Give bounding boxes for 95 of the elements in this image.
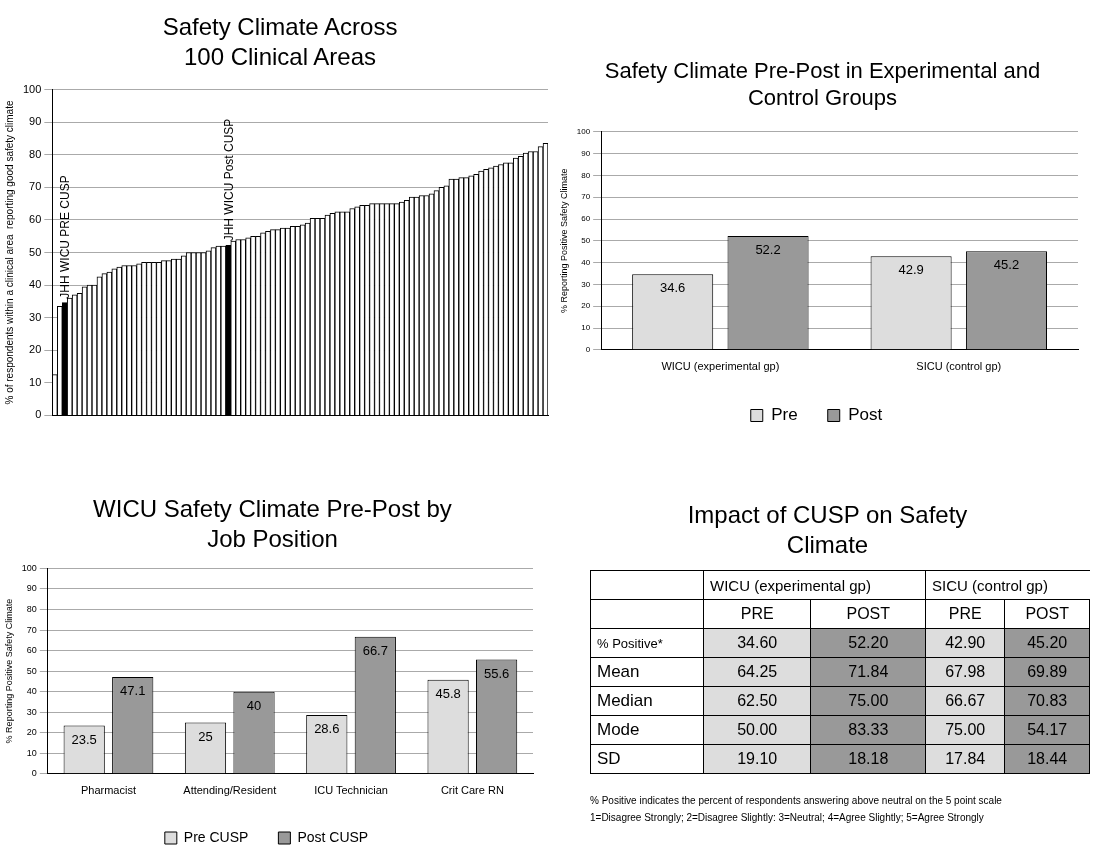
annotation: JHH WICU Post CUSP bbox=[221, 118, 236, 242]
legend-label: Pre CUSP bbox=[183, 828, 249, 845]
data-label: 83.33 bbox=[810, 715, 926, 745]
y-tick-label: 30 bbox=[29, 310, 42, 323]
y-tick-label: SD bbox=[590, 744, 704, 774]
data-label: 45.8 bbox=[435, 685, 461, 701]
data-label: 52.20 bbox=[810, 628, 926, 658]
chart-title: WICU Safety Climate Pre-Post by Job Position bbox=[92, 494, 453, 554]
data-label: 34.60 bbox=[703, 628, 811, 658]
data-label: 66.7 bbox=[362, 642, 388, 658]
data-label: 50.00 bbox=[703, 715, 811, 745]
x-tick-label: PRE bbox=[925, 599, 1005, 629]
annotation: JHH WICU PRE CUSP bbox=[58, 175, 73, 299]
x-tick-label: Attending/Resident bbox=[183, 784, 277, 797]
x-tick-label: ICU Technician bbox=[314, 784, 388, 797]
y-axis-title: % Reporting Positive Safety Climate bbox=[558, 168, 569, 314]
y-axis-title: % of respondents within a clinical area reporting good safety climate bbox=[3, 100, 15, 405]
chart-title: Impact of CUSP on Safety Climate bbox=[686, 500, 969, 560]
data-label: 42.9 bbox=[898, 262, 924, 278]
y-tick-label: 50 bbox=[26, 665, 37, 676]
data-label: 18.44 bbox=[1004, 744, 1090, 774]
data-label: 71.84 bbox=[810, 657, 926, 687]
x-tick-label: POST bbox=[1004, 599, 1090, 629]
y-tick-label: 0 bbox=[585, 345, 591, 354]
data-label: 67.98 bbox=[925, 657, 1005, 687]
y-axis-title: % Reporting Positive Safety Climate bbox=[3, 598, 14, 744]
data-label: 42.90 bbox=[925, 628, 1005, 658]
data-label: 66.67 bbox=[925, 686, 1005, 716]
data-label: 23.5 bbox=[71, 731, 97, 747]
y-tick-label: 60 bbox=[26, 645, 37, 656]
data-label: 19.10 bbox=[703, 744, 811, 774]
data-label: 54.17 bbox=[1004, 715, 1090, 745]
data-label: 25 bbox=[198, 728, 213, 744]
text: SICU (control gp) bbox=[925, 570, 1090, 600]
data-label: 62.50 bbox=[703, 686, 811, 716]
data-label: 70.83 bbox=[1004, 686, 1090, 716]
y-tick-label: 60 bbox=[29, 212, 42, 225]
legend-label: Post bbox=[848, 405, 883, 425]
x-tick-label: POST bbox=[810, 599, 926, 629]
y-tick-label: 40 bbox=[581, 257, 591, 267]
y-tick-label: 90 bbox=[581, 148, 591, 158]
x-tick-label: Pharmacist bbox=[80, 784, 136, 797]
y-tick-label: 50 bbox=[581, 236, 591, 245]
data-label: 75.00 bbox=[810, 686, 926, 716]
y-tick-label: Mean bbox=[590, 657, 704, 687]
y-tick-label: 30 bbox=[26, 706, 37, 717]
chart-title: Safety Climate Across 100 Clinical Areas bbox=[161, 12, 399, 72]
data-label: 52.2 bbox=[755, 242, 781, 258]
y-tick-label: 30 bbox=[581, 279, 591, 289]
y-tick-label: 80 bbox=[581, 170, 591, 180]
data-label: 55.6 bbox=[483, 665, 510, 681]
data-label: 75.00 bbox=[925, 715, 1005, 745]
y-tick-label: Median bbox=[590, 686, 704, 716]
chart-title: Safety Climate Pre-Post in Experimental and Control Groups bbox=[603, 56, 1042, 112]
y-tick-label: 20 bbox=[581, 301, 591, 311]
y-tick-label: 10 bbox=[26, 747, 37, 758]
y-tick-label: 0 bbox=[31, 768, 37, 779]
data-label: 40 bbox=[246, 697, 262, 713]
y-tick-label: 40 bbox=[29, 278, 42, 291]
text: 1=Disagree Strongly; 2=Disagree Slightly: 3=Neutral; 4=Agree Slightly; 5=Agree Strongly bbox=[590, 811, 985, 825]
y-tick-label: 20 bbox=[26, 727, 37, 738]
y-tick-label: 70 bbox=[581, 192, 591, 202]
y-tick-label: % Positive* bbox=[590, 628, 704, 658]
y-tick-label: 100 bbox=[21, 562, 37, 573]
y-tick-label: 80 bbox=[26, 603, 37, 614]
data-label: 69.89 bbox=[1004, 657, 1090, 687]
data-label: 28.6 bbox=[314, 721, 340, 737]
y-tick-label: 50 bbox=[29, 245, 42, 258]
y-tick-label: 10 bbox=[581, 323, 591, 333]
legend-label: Pre bbox=[771, 405, 798, 425]
data-label: 34.6 bbox=[660, 280, 686, 296]
legend-label: Post CUSP bbox=[297, 828, 369, 845]
y-tick-label: 70 bbox=[26, 624, 37, 635]
y-tick-label: 40 bbox=[26, 686, 37, 697]
y-tick-label: 10 bbox=[29, 375, 42, 388]
y-tick-label: 20 bbox=[29, 343, 42, 356]
y-tick-label: 90 bbox=[29, 115, 42, 128]
text: WICU (experimental gp) bbox=[703, 570, 926, 600]
data-label: 47.1 bbox=[120, 683, 146, 699]
data-label: 18.18 bbox=[810, 744, 926, 774]
y-tick-label: 90 bbox=[26, 583, 37, 594]
y-tick-label: 100 bbox=[576, 127, 591, 136]
data-label: 45.20 bbox=[1004, 628, 1090, 658]
y-tick-label: 100 bbox=[22, 82, 42, 95]
x-tick-label: PRE bbox=[703, 599, 811, 629]
data-label: 64.25 bbox=[703, 657, 811, 687]
x-tick-label: Crit Care RN bbox=[440, 784, 504, 797]
y-tick-label: 0 bbox=[35, 408, 42, 421]
y-tick-label: 80 bbox=[29, 147, 42, 160]
text: % Positive indicates the percent of respondents answering above neutral on the 5 point scale bbox=[590, 794, 1003, 808]
y-tick-label: 60 bbox=[581, 214, 591, 224]
y-tick-label: Mode bbox=[590, 715, 704, 745]
y-tick-label: 70 bbox=[29, 180, 42, 193]
data-label: 17.84 bbox=[925, 744, 1005, 774]
data-label: 45.2 bbox=[993, 257, 1020, 273]
